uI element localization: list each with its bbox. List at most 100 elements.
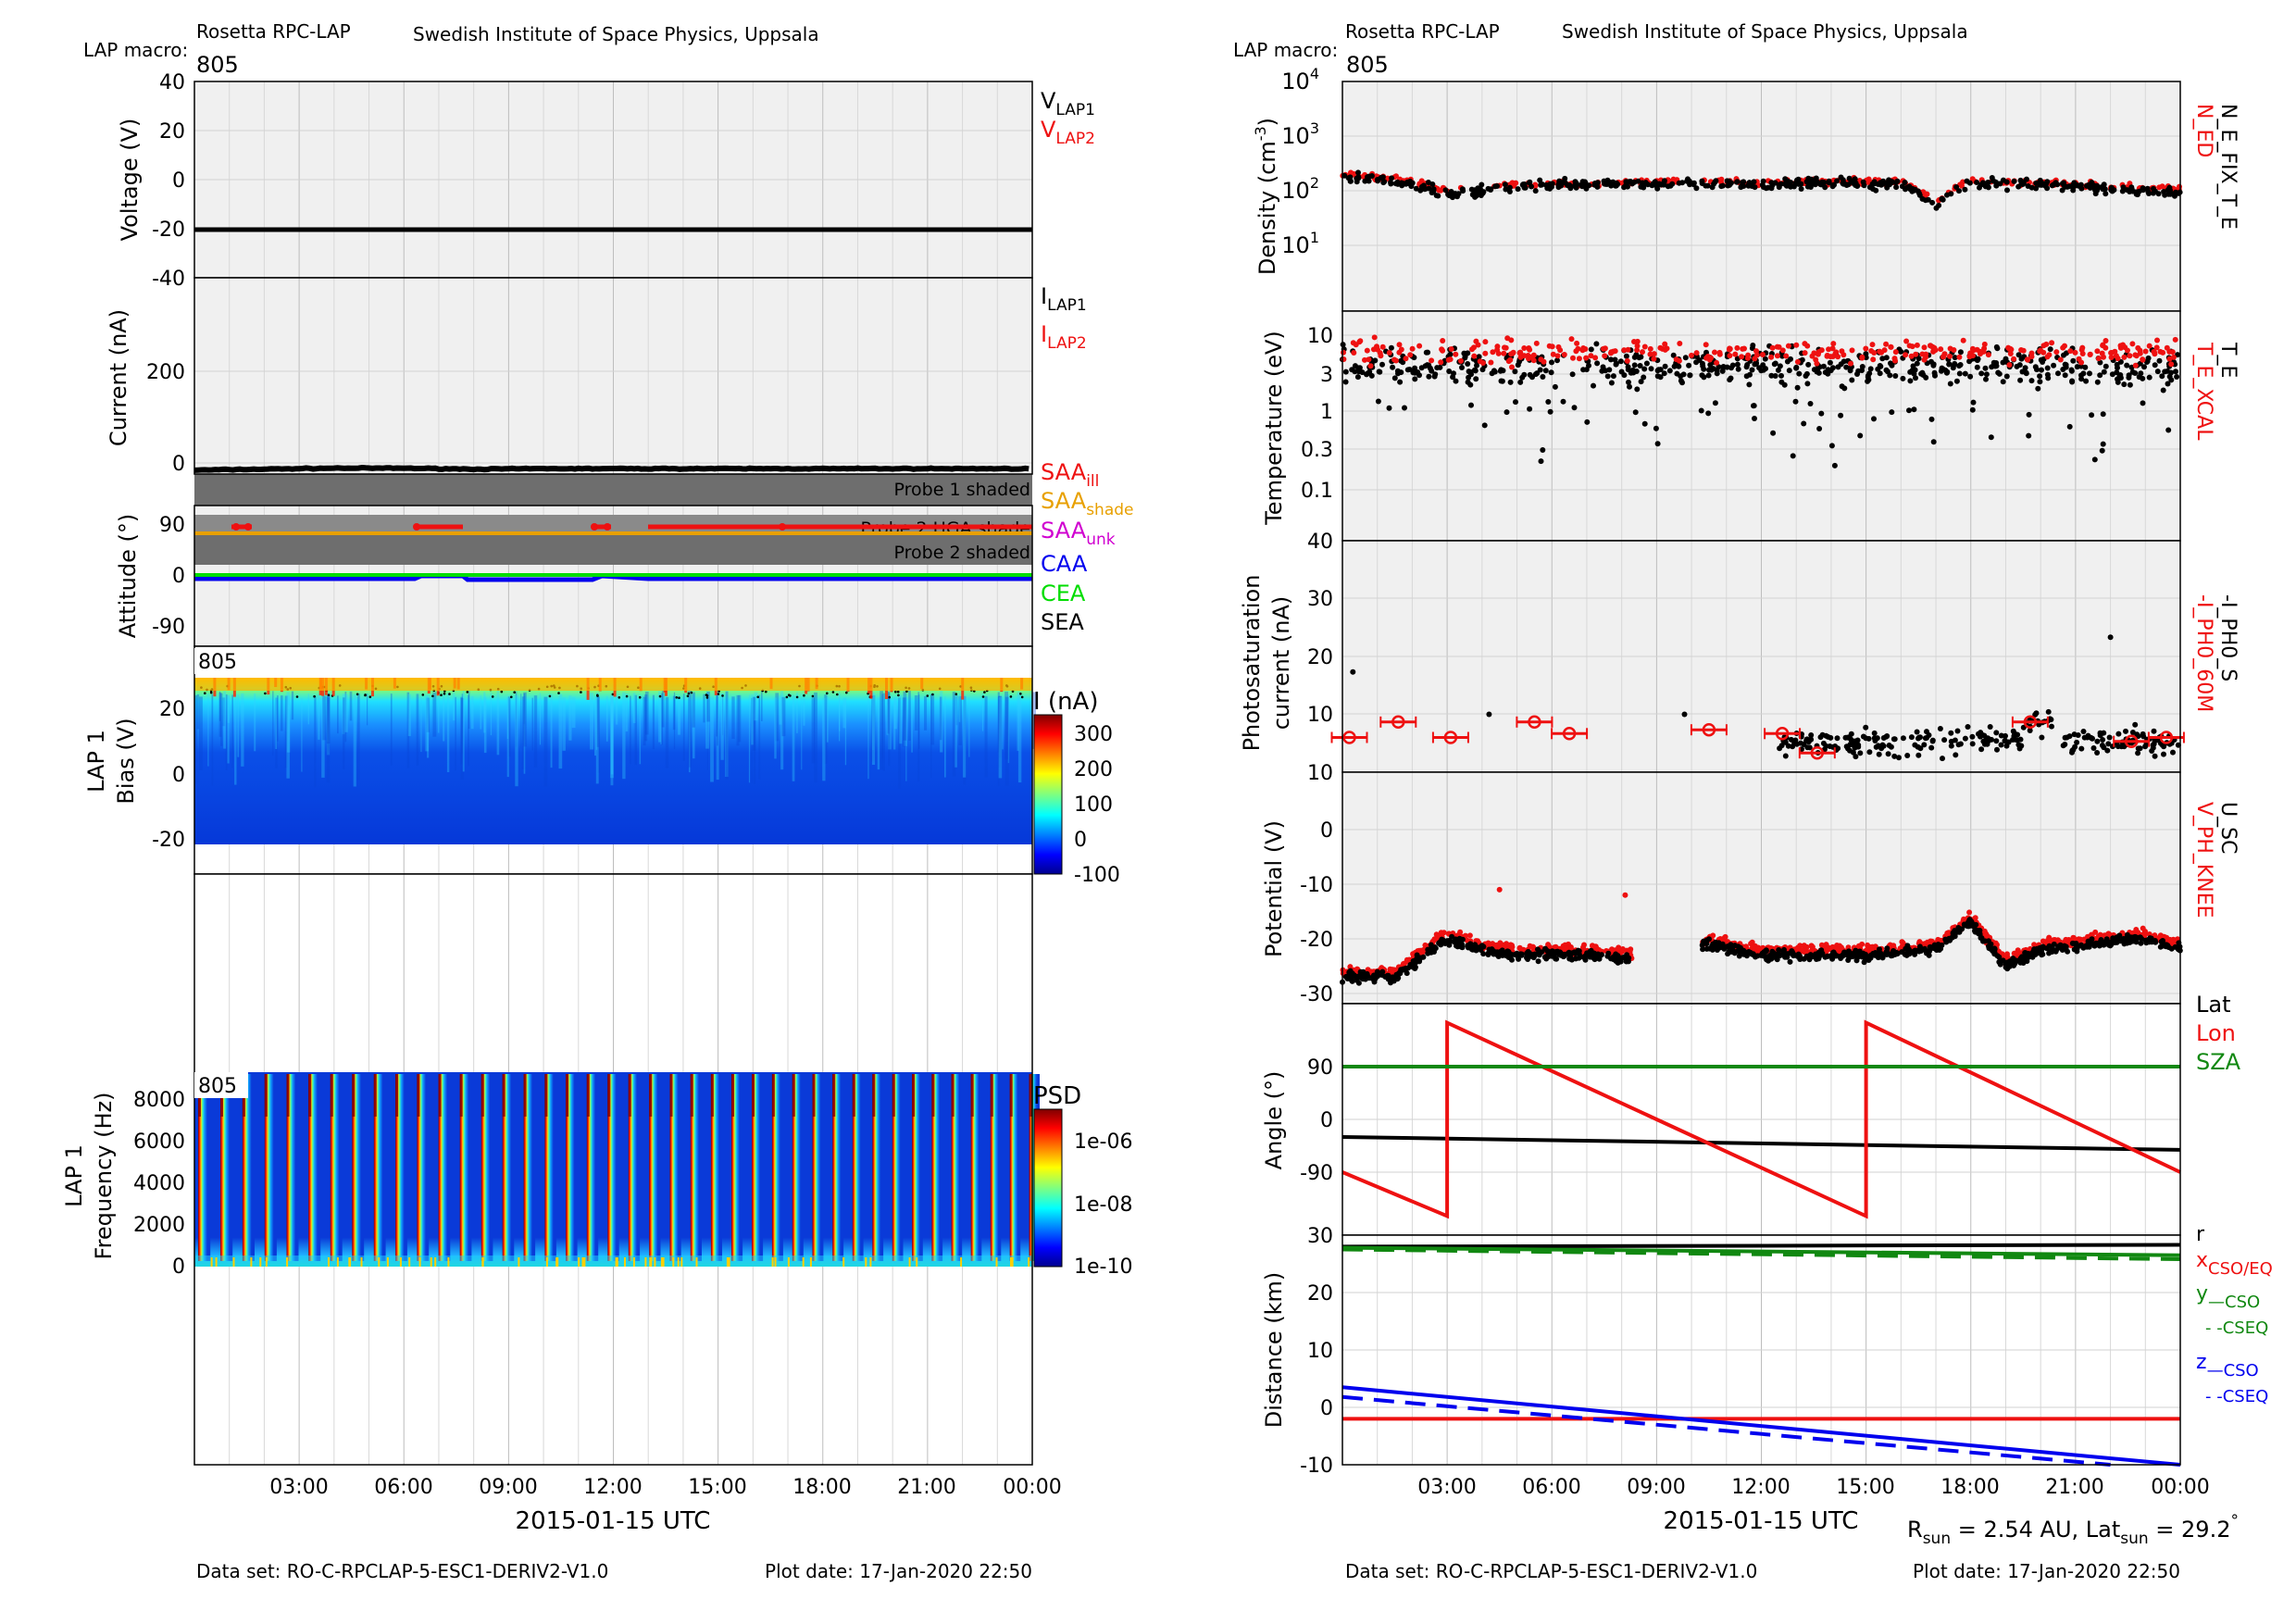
freq-sweep-head [872,1074,876,1117]
density-point [1393,173,1399,180]
bias-streak [483,692,486,733]
temperature-point [1513,399,1518,406]
temperature-point [1914,360,1920,367]
temperature-point [1957,362,1964,368]
potential-point [1509,956,1515,963]
bias-streak [639,694,642,765]
temperature-point [1835,354,1841,360]
temperature-point [1504,335,1511,342]
bias-streak [630,695,631,765]
bias-streak [443,694,445,742]
temperature-point [1354,374,1361,381]
density-point [1904,184,1911,191]
legend-saa-ill: SAAill [1041,459,1099,491]
photosat-point [2150,744,2156,751]
temperature-point [1451,370,1456,377]
temperature-point [1930,361,1937,368]
temperature-point [1499,378,1505,384]
bias-streak [720,693,724,760]
temperature-point [1744,362,1751,368]
bias-streak [872,695,874,750]
potential-point [1347,964,1354,970]
temperature-point [2049,340,2055,346]
potential-point [1506,952,1513,958]
bias-streak [286,692,290,779]
temperature-point [1412,365,1418,371]
density-point [1699,178,1705,184]
temperature-point [2152,349,2158,356]
density-point [1734,179,1741,185]
bias-streak [356,693,360,781]
density-point [1969,176,1976,182]
current-frame [193,277,1033,475]
photosat-point [1921,742,1928,748]
bias-streak [678,696,680,735]
freq-sweep-head [480,1074,484,1117]
freq-low-spike [215,1257,218,1267]
temperature-point [1952,355,1958,361]
potential-point [1713,943,1719,949]
photosat-point [1866,749,1873,756]
temperature-point [1594,360,1601,367]
temperature-point [2028,378,2035,384]
density-point [2028,184,2035,191]
bias-streak [314,695,317,788]
freq-sweep-head [523,1074,527,1117]
bias-dot [510,695,513,699]
temperature-point [1453,378,1459,384]
temperature-point [1429,368,1435,374]
current-legend-ilap2: ILAP2 [1041,321,1087,353]
temperature-point [1994,345,2001,352]
freq-sweep-head [852,1074,855,1117]
density-point [1929,199,1936,206]
bias-streak [939,696,942,741]
bias-streak [632,693,636,723]
temperature-point [1983,371,1990,378]
photosat-point [1790,743,1796,750]
photosat-ytick: 10 [1307,762,1333,785]
freq-cbar-tick: 1e-10 [1074,1255,1132,1279]
temperature-point [1371,334,1378,341]
bias-dot [421,693,425,696]
potential-point [1976,931,1981,937]
temperature-point [1813,356,1819,363]
bias-streak [275,697,278,768]
bias-streak [918,694,920,749]
current-panel: Probe 1 shaded 200 0 Current (nA) ILAP1 … [106,277,1087,506]
bias-dot [580,691,582,693]
potential-point [1864,947,1870,954]
density-point [1979,180,1986,186]
temperature-point [2140,375,2146,381]
distance-ytick: 0 [1320,1397,1333,1420]
temperature-point [1891,356,1898,362]
bias-streak [872,692,876,765]
temperature-point [1877,348,1883,355]
freq-sweep-head [352,1074,356,1117]
freq-colorbar [1033,1108,1063,1268]
temperature-point [2168,377,2175,383]
bias-dot [756,695,759,699]
left-plotdate: Plot date: 17-Jan-2020 22:50 [765,1560,1032,1582]
photosat-60m-marker [2159,731,2174,744]
bias-streak [222,697,226,727]
potential-point [1996,954,2003,960]
temperature-point [1775,367,1781,373]
photosat-point [1842,734,1849,741]
temperature-point [1379,344,1386,350]
temperature-point [1379,361,1385,368]
photosat-legend-60m: -I_PH0_60M [2192,594,2215,712]
bias-dot [364,693,367,697]
rsun-annotation: Rsun = 2.54 AU, Latsun = 29.2° [1907,1512,2239,1548]
density-point [1684,178,1691,184]
temperature-point [1768,354,1775,360]
temperature-point [2142,348,2149,355]
density-point [1503,186,1509,193]
temperature-point [1969,406,1976,413]
potential-point [1470,943,1477,949]
temperature-point [1641,374,1647,381]
density-point [1878,181,1884,188]
photosat-point [2123,728,2128,734]
bias-streak [984,695,988,778]
photosat-point [2094,750,2101,756]
density-point [2159,183,2165,190]
